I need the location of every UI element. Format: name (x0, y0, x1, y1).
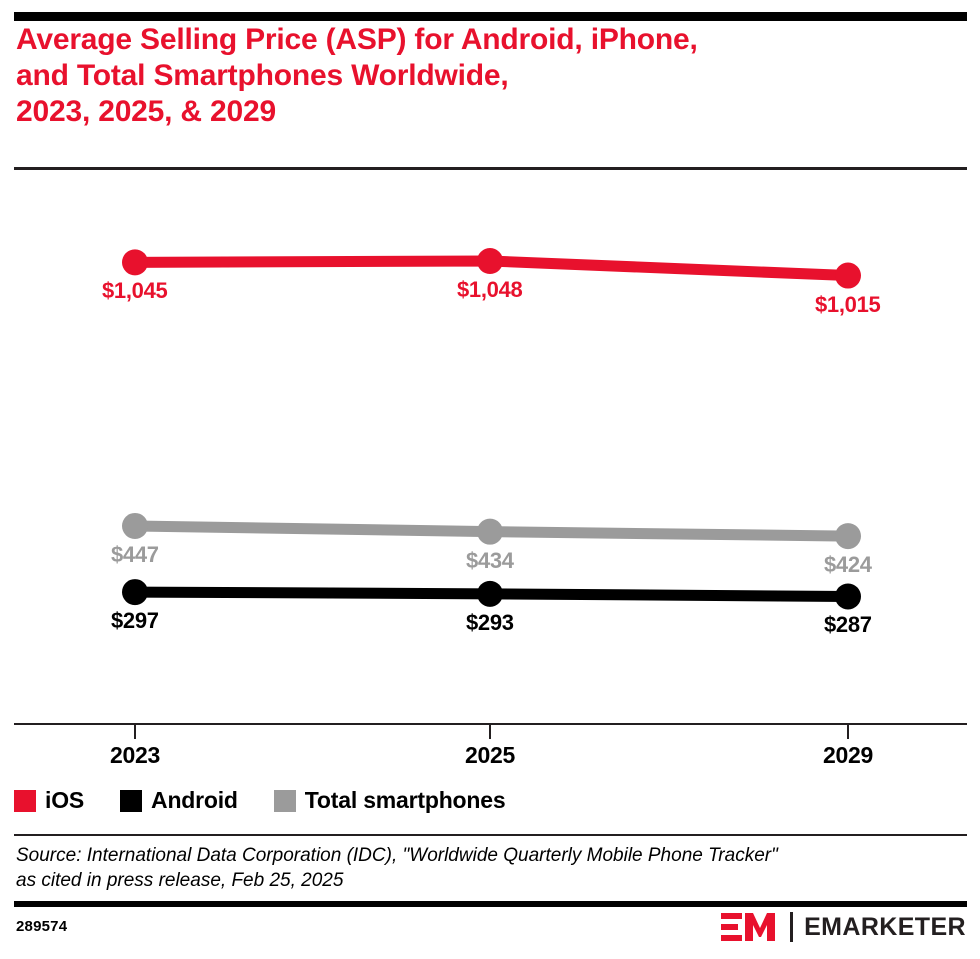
chart-id: 289574 (16, 918, 68, 935)
x-axis-label-2025: 2025 (465, 742, 515, 768)
legend-swatch-icon (14, 789, 36, 812)
legend-label: Android (151, 787, 238, 813)
x-axis-label-2023: 2023 (110, 742, 160, 768)
data-label: $1,015 (815, 291, 881, 317)
data-point-marker[interactable] (835, 523, 861, 550)
top-rule (14, 12, 967, 21)
data-label: $287 (824, 612, 872, 638)
legend-item-total-smartphones[interactable]: Total smartphones (273, 787, 506, 814)
line-chart-plot: $1,045 $1,048 $1,015 $297 $293 $287 $447 $434 $4… (0, 170, 980, 723)
chart-legend: iOS Android Total smartphones (14, 787, 541, 814)
x-axis-tick (134, 725, 136, 739)
legend-label: Total smartphones (304, 787, 506, 813)
data-label: $424 (824, 552, 872, 578)
title-divider-rule (14, 167, 967, 170)
data-point-marker[interactable] (122, 249, 148, 276)
source-line-2: as cited in press release, Feb 25, 2025 (16, 870, 344, 891)
data-point-marker[interactable] (835, 262, 861, 289)
data-point-marker[interactable] (477, 580, 503, 607)
data-point-marker[interactable] (835, 583, 861, 610)
source-note: Source: International Data Corporation (… (16, 843, 956, 893)
data-point-marker[interactable] (477, 248, 503, 275)
page-title-line-2: and Total Smartphones Worldwide, (16, 59, 509, 92)
data-label: $434 (466, 547, 514, 573)
x-axis-tick (489, 725, 491, 739)
x-axis-label-2029: 2029 (823, 742, 873, 768)
data-label: $1,048 (457, 277, 523, 302)
x-axis-tick (847, 725, 849, 739)
page-title-line-3: 2023, 2025, & 2029 (16, 95, 276, 128)
data-label: $1,045 (102, 278, 168, 304)
data-label: $293 (466, 609, 514, 635)
source-top-rule (14, 834, 967, 836)
x-axis-line (14, 723, 967, 725)
data-point-marker[interactable] (122, 512, 148, 539)
legend-item-android[interactable]: Android (120, 787, 238, 814)
page-title-line-1: Average Selling Price (ASP) for Android,… (16, 23, 698, 56)
emarketer-logo[interactable]: EMARKETER (721, 910, 966, 944)
chart-svg (122, 248, 861, 610)
source-bottom-rule (14, 901, 967, 907)
legend-item-ios[interactable]: iOS (14, 787, 84, 814)
legend-label: iOS (45, 787, 85, 813)
data-label: $297 (111, 608, 159, 634)
data-label: $447 (111, 541, 159, 567)
data-point-marker[interactable] (122, 579, 148, 606)
brand-name: EMARKETER (804, 912, 966, 941)
legend-swatch-icon (273, 789, 296, 812)
legend-swatch-icon (120, 789, 143, 812)
logo-divider (790, 912, 794, 942)
source-line-1: Source: International Data Corporation (… (16, 845, 778, 866)
data-point-marker[interactable] (477, 518, 503, 545)
page-title: Average Selling Price (ASP) for Android,… (16, 22, 946, 130)
em-monogram-icon (721, 913, 776, 941)
